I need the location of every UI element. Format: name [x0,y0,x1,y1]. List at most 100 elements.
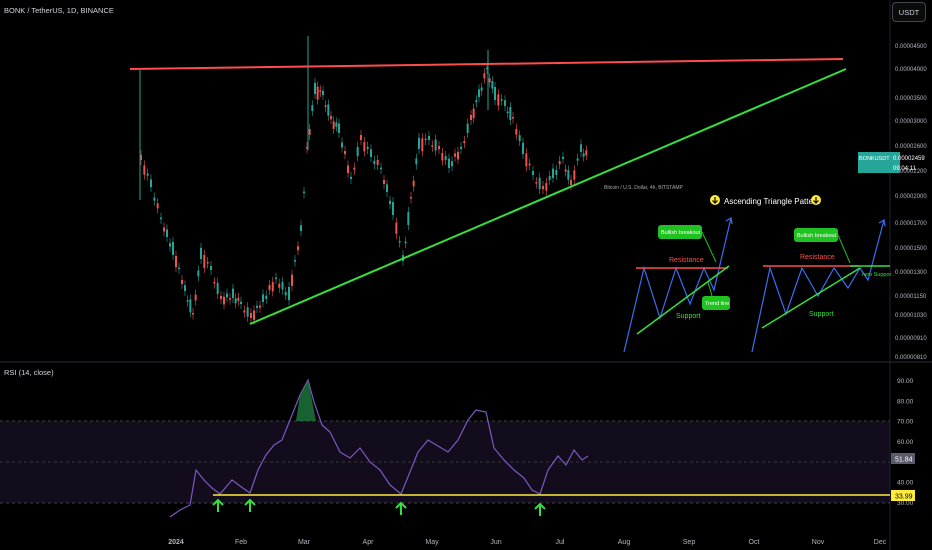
candle-body [525,153,528,167]
time-axis-label: May [425,539,439,546]
candle-body [491,81,494,89]
candle-body [268,285,271,290]
candle-body [488,78,491,83]
candle-body [210,266,212,270]
price-axis-tick: 0.00001500 [895,246,927,252]
candle-body [497,94,500,106]
candle-body [335,122,338,127]
price-axis-tick: 0.00004500 [895,44,927,50]
price-badge-symbol: BONKUSDT [859,156,890,162]
rsi-title: RSI (14, close) [4,368,54,377]
candle-body [353,167,356,170]
candle-body [370,149,372,157]
candle-body [175,256,177,268]
candle-body [322,91,324,95]
candle-body [200,247,202,259]
candle-body [567,170,570,180]
candle-body [463,141,466,144]
candle-body [206,262,209,264]
candle-body [438,146,440,150]
time-axis: 2024 Feb Mar Apr May Jun Jul Aug Sep Oct Nov Dec [168,539,887,546]
candle-body [284,292,287,296]
candle-body [308,129,311,135]
symbol-title: BONK / TetherUS, 1D, BINANCE [4,6,114,15]
time-axis-label: 2024 [168,539,184,546]
time-axis-label: Dec [874,539,887,546]
candle-body [564,169,567,172]
candle-body [234,298,237,304]
price-axis-tick: 0.00000910 [895,336,927,342]
candle-body [237,297,240,301]
rsi-axis-tick: 70.00 [897,419,914,426]
pattern-diagram-2: Bullish breakout Resistance Support new … [751,219,892,353]
candle-body [466,123,469,133]
candle-body [203,255,206,268]
candle-body [434,139,437,151]
candle-body [512,117,514,119]
candle-body [373,160,376,164]
candle-body [291,274,293,286]
zigzag-price-path [751,219,885,353]
candle-body [314,82,316,94]
candle-body [483,73,486,79]
candle-body [278,283,281,288]
candle-body [356,146,359,157]
candle-body [226,293,228,298]
candle-body [418,137,420,149]
resistance-line[interactable] [129,58,844,70]
candle-body [189,299,192,313]
time-axis-label: Oct [749,539,760,546]
candle-body [407,212,410,225]
candle-body [243,310,246,313]
price-axis-tick: 0.00001300 [895,270,927,276]
candle-body [457,151,459,160]
candle-body [327,104,330,116]
candle-body [246,307,249,317]
candle-body [363,142,366,152]
candle-body [324,105,327,107]
price-axis-tick: 0.00000810 [895,355,927,361]
candle-body [140,155,142,160]
candle-body [223,296,225,305]
candle-body [404,241,407,244]
candle-body [386,184,388,192]
candle-body [506,111,509,114]
svg-text:Bullish breakout: Bullish breakout [797,233,837,239]
price-axis-tick: 0.00004000 [895,67,927,73]
candle-body [319,90,322,92]
candle-body [181,280,183,284]
currency-button[interactable]: USDT [892,2,926,22]
time-axis-label: Mar [298,539,311,546]
candle-body [160,217,162,220]
resistance-label: Resistance [669,257,704,264]
candle-body [383,180,385,184]
candle-body [150,179,152,187]
candle-body [431,145,434,147]
resistance-label: Resistance [800,254,835,261]
candle-body [424,138,427,141]
time-axis-label: Jul [556,539,565,546]
candle-body [338,123,340,133]
time-axis-label: Nov [812,539,825,546]
candle-body [250,313,252,318]
candle-body [265,295,268,299]
candle-body [475,100,478,103]
candle-body [143,165,146,175]
candle-body [240,301,242,304]
rsi-support-badge [891,490,915,501]
up-arrow-icon [212,498,224,512]
candle-body [275,277,277,280]
candle-body [216,282,219,294]
candle-body [470,115,472,120]
candle-body [256,305,258,308]
ascending-trendline[interactable] [249,68,847,325]
candle-body [271,282,274,292]
candle-body [341,142,343,148]
support-label: Support [676,313,701,320]
candle-body [395,222,398,234]
up-arrow-icon [534,502,546,516]
candle-body [392,202,394,215]
candle-body [192,313,194,315]
